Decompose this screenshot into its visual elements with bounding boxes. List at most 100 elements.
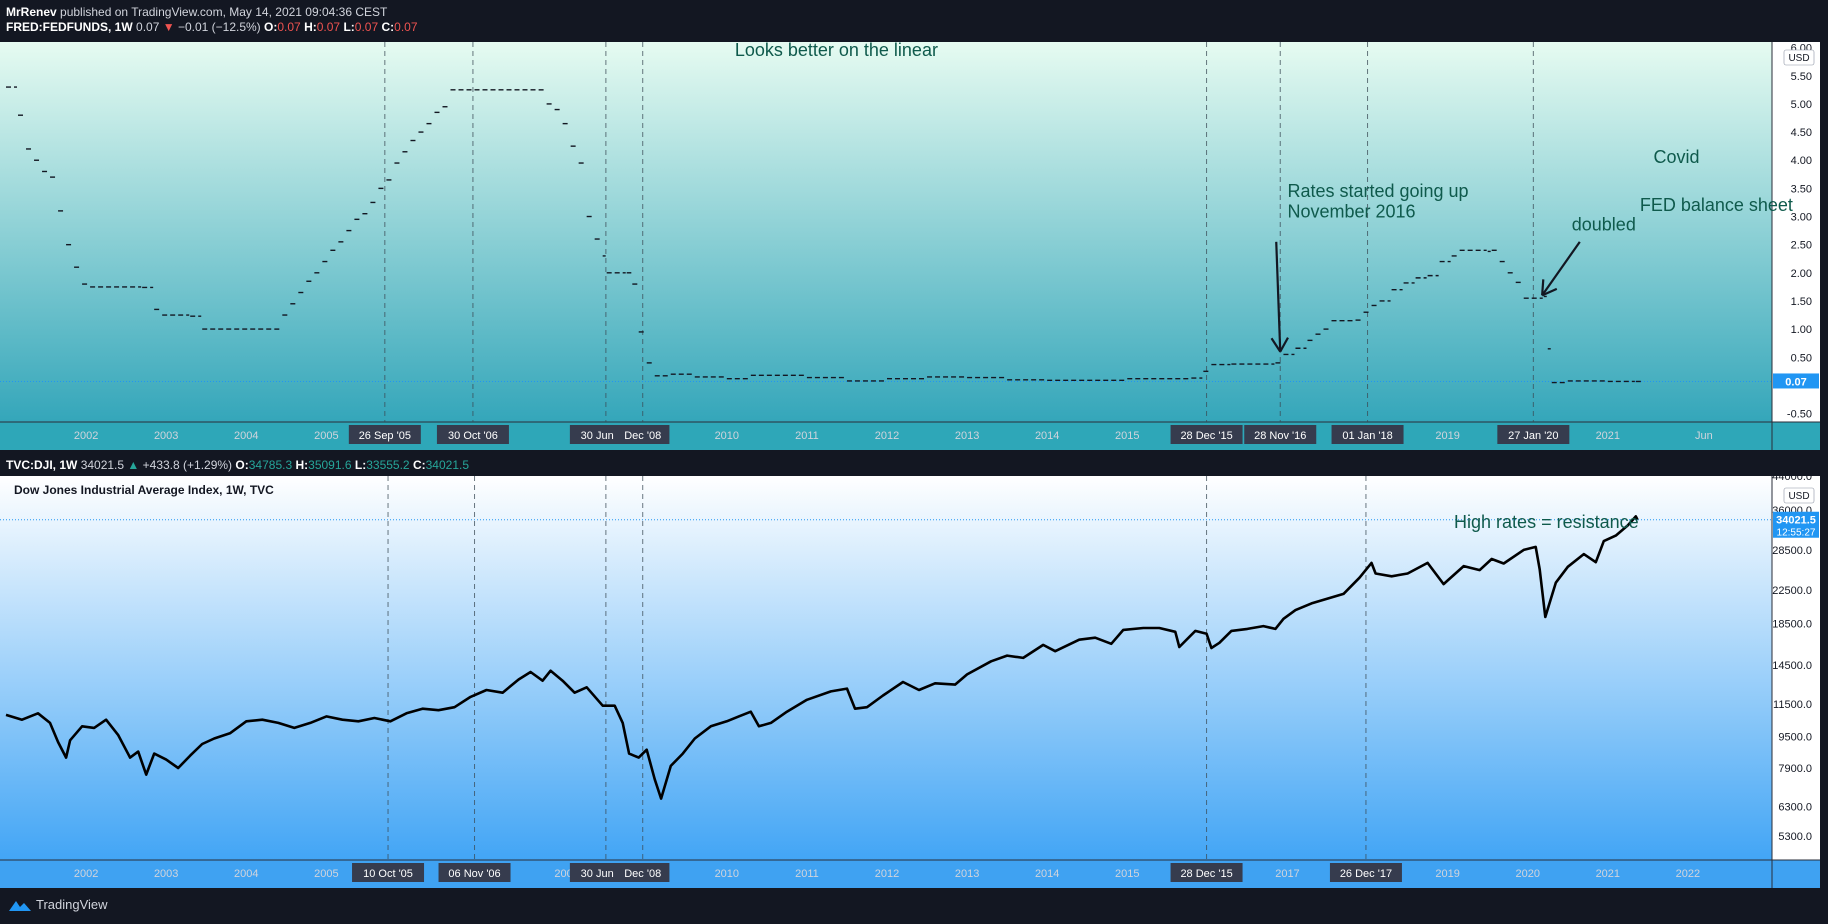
y-tick-label: 4.00 [1791, 155, 1812, 167]
x-tick-label: 2004 [234, 868, 258, 880]
event-date-tag [348, 425, 421, 444]
event-date-label: 26 Sep '05 [359, 430, 411, 442]
x-tick-label: 2003 [154, 430, 178, 442]
top-symbol[interactable]: FRED:FEDFUNDS, 1W [6, 20, 133, 34]
dji-line [5, 515, 1639, 800]
x-tick-label: 2002 [74, 868, 98, 880]
fedfunds-panel: 2002200320042005200620072010201120122013… [0, 40, 1828, 457]
price-axis-background [1772, 42, 1820, 422]
x-tick-label: 2015 [1115, 868, 1139, 880]
y-tick-label: 3.50 [1791, 183, 1812, 195]
unit-label: USD [1788, 491, 1809, 502]
x-tick-label: 2013 [955, 868, 979, 880]
annotation-text: High rates = resistance [1454, 512, 1639, 532]
top-high-label: H: [304, 20, 317, 34]
top-legend: FRED:FEDFUNDS, 1W 0.07 ▼ −0.01 (−12.5%) … [6, 20, 418, 35]
last-price-label: 34021.5 [1776, 515, 1816, 527]
x-tick-label: 2014 [1035, 430, 1059, 442]
time-axis-background [0, 860, 1820, 888]
x-tick-label: 2004 [234, 430, 258, 442]
x-tick-label: 2003 [154, 868, 178, 880]
footer-brand[interactable]: TradingView [36, 897, 108, 912]
top-low-label: L: [343, 20, 355, 34]
author-name[interactable]: MrRenev [6, 5, 57, 19]
event-date-tag [1244, 425, 1317, 444]
tradingview-logo-icon [9, 900, 31, 911]
y-tick-label: 4.50 [1791, 127, 1812, 139]
fedfunds-chart[interactable]: 2002200320042005200620072010201120122013… [0, 40, 1828, 452]
arrow-head [1541, 279, 1545, 296]
y-tick-label: 0.50 [1791, 352, 1812, 364]
event-date-label: 10 Oct '05 [363, 868, 413, 880]
bottom-open-label: O: [235, 458, 249, 472]
last-price-tag [1773, 373, 1819, 389]
bottom-open: 34785.3 [248, 458, 293, 472]
x-tick-label: 2010 [715, 430, 739, 442]
event-date-tag [352, 863, 425, 882]
dji-panel: 2002 2003 2004 2005 2008 2010 2011 2012 2013 2014… [0, 471, 1828, 895]
x-tick-label: 2005 [314, 868, 338, 880]
x-tick-label: 2002 [74, 430, 98, 442]
bottom-close: 34021.5 [425, 458, 470, 472]
x-tick-label: 2015 [1115, 430, 1139, 442]
arrow-head [1270, 337, 1282, 353]
y-tick-label: 5.50 [1791, 71, 1812, 83]
bottom-low: 33555.2 [366, 458, 410, 472]
y-tick-label: 2.50 [1791, 240, 1812, 252]
unit-tag [1783, 487, 1815, 504]
top-last: 0.07 [136, 20, 160, 34]
annotation-text: Rates started going up [1287, 181, 1468, 201]
chart-title: Dow Jones Industrial Average Index, 1W, … [14, 483, 274, 497]
event-date-tag [1497, 425, 1570, 444]
top-open: 0.07 [277, 20, 301, 34]
y-tick-label: 1.50 [1791, 296, 1812, 308]
unit-tag [1783, 49, 1815, 66]
y-tick-label: 22500.0 [1772, 585, 1812, 597]
x-tick-label: 2020 [1515, 868, 1539, 880]
x-tick-label: 2017 [1275, 868, 1299, 880]
footer: TradingView [8, 897, 108, 912]
bottom-close-label: C: [412, 458, 426, 472]
event-date-label: 28 Dec '15 [1180, 868, 1232, 880]
event-date-tag [616, 425, 670, 444]
top-open-label: O: [264, 20, 278, 34]
top-close: 0.07 [394, 20, 418, 34]
event-date-label: 28 Dec '15 [1180, 430, 1232, 442]
last-price-label: 0.07 [1785, 376, 1806, 388]
bottom-symbol[interactable]: TVC:DJI, 1W [6, 458, 78, 472]
bottom-high: 35091.6 [308, 458, 352, 472]
y-tick-label: 5.00 [1791, 99, 1812, 111]
top-low: 0.07 [354, 20, 379, 34]
y-tick-label: 44000.0 [1772, 476, 1812, 483]
x-tick-label: 2019 [1435, 868, 1459, 880]
dji-chart[interactable]: 2002 2003 2004 2005 2008 2010 2011 2012 2013 2014… [0, 471, 1828, 890]
bottom-last: 34021.5 [80, 458, 125, 472]
top-high: 0.07 [316, 20, 341, 34]
y-tick-label: 9500.0 [1778, 732, 1812, 744]
bottom-legend: TVC:DJI, 1W 34021.5 ▲ +433.8 (+1.29%) O:… [6, 458, 469, 473]
event-date-label: 06 Nov '06 [448, 868, 500, 880]
arrow-head [1279, 337, 1289, 353]
arrow-head [1541, 287, 1558, 297]
plot-background [0, 42, 1772, 422]
bottom-high-label: H: [295, 458, 309, 472]
x-tick-label: 2019 [1435, 430, 1459, 442]
annotation-text: Looks better on the linear [735, 42, 938, 60]
top-close-label: C: [381, 20, 395, 34]
annotation-text: Covid [1653, 147, 1699, 167]
event-date-label: 26 Dec '17 [1340, 868, 1392, 880]
top-change: −0.01 (−12.5%) [177, 20, 261, 34]
event-date-tag [1170, 425, 1243, 444]
event-date-tag [1329, 863, 1402, 882]
publish-line: MrRenev published on TradingView.com, Ma… [6, 5, 387, 20]
x-tick-label: 2021 [1596, 430, 1620, 442]
y-tick-label: 11500.0 [1773, 699, 1812, 711]
annotation-arrow [1275, 241, 1282, 352]
y-tick-label: 5300.0 [1778, 831, 1812, 843]
annotation-text: FED balance sheet [1640, 195, 1793, 215]
y-tick-label: 7900.0 [1778, 763, 1812, 775]
up-arrow-icon: ▲ [127, 458, 140, 472]
event-date-label: 28 Nov '16 [1254, 430, 1306, 442]
event-date-label: Dec '08 [624, 430, 661, 442]
x-tick-label: 2011 [795, 868, 819, 880]
